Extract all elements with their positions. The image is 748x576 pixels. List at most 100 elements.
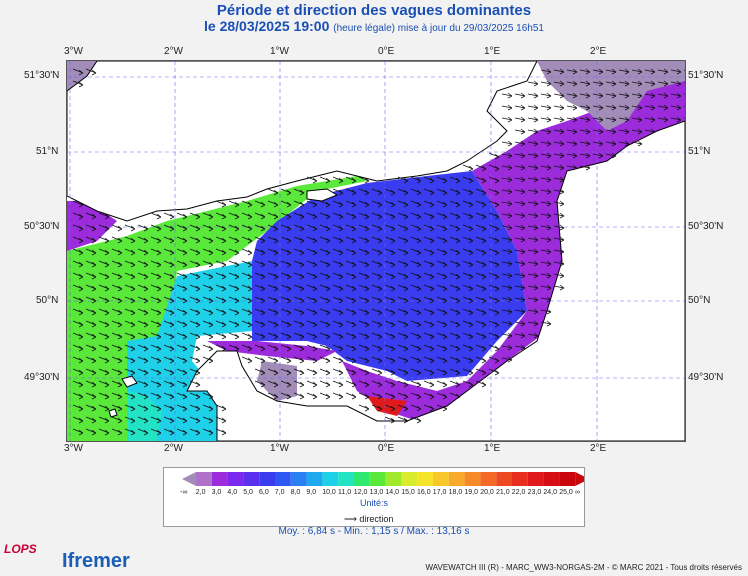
wave-direction-arrow (488, 164, 500, 172)
wave-direction-arrow (384, 212, 396, 220)
wave-direction-arrow (384, 188, 396, 196)
legend-tick-label: 25,0 (559, 489, 573, 496)
wave-direction-arrow (150, 368, 162, 376)
wave-direction-arrow (345, 236, 357, 244)
wave-direction-arrow (124, 368, 136, 376)
wave-direction-arrow (267, 260, 279, 268)
wave-direction-arrow (475, 248, 487, 256)
wave-direction-arrow (527, 260, 539, 267)
wave-direction-arrow (462, 200, 474, 208)
wave-direction-arrow (514, 224, 526, 231)
wave-direction-arrow (540, 272, 552, 279)
wave-direction-arrow (397, 332, 409, 340)
wave-direction-arrow (514, 212, 526, 219)
wave-direction-arrow (514, 104, 526, 111)
wave-direction-arrow (111, 320, 123, 328)
wave-direction-arrow (579, 92, 591, 99)
wave-direction-arrow (202, 344, 214, 352)
wave-direction-arrow (397, 176, 409, 184)
wave-direction-arrow (345, 224, 357, 232)
wave-direction-arrow (137, 308, 149, 316)
wave-direction-arrow (111, 416, 123, 424)
wave-direction-arrow (670, 80, 682, 87)
wave-direction-arrow (462, 260, 474, 268)
wave-direction-arrow (514, 152, 526, 159)
wave-direction-arrow (488, 212, 500, 220)
wave-direction-arrow (371, 272, 383, 280)
wave-direction-arrow (436, 200, 448, 208)
wave-map[interactable] (66, 60, 686, 442)
wave-direction-arrow (306, 308, 318, 316)
legend-tick-label: 23,0 (527, 489, 542, 496)
wave-direction-arrow (371, 356, 383, 364)
wave-direction-arrow (670, 68, 682, 75)
wave-direction-arrow (475, 296, 487, 304)
wave-direction-arrow (124, 224, 136, 232)
wave-direction-arrow (475, 380, 487, 388)
lon-label-top: 1°E (484, 46, 501, 57)
wave-direction-arrow (98, 296, 110, 304)
wave-direction-arrow (605, 140, 617, 147)
wave-direction-arrow (85, 212, 97, 220)
wave-direction-arrow (111, 392, 123, 400)
wave-direction-arrow (436, 224, 448, 232)
legend-tick-label: 14,0 (385, 489, 400, 496)
wave-direction-arrow (436, 320, 448, 328)
wave-direction-arrow (85, 284, 97, 292)
wave-direction-arrow (488, 248, 500, 256)
wave-direction-arrow (592, 152, 604, 159)
wave-direction-arrow (254, 248, 266, 256)
wave-direction-arrow (150, 320, 162, 328)
wave-direction-arrow (501, 140, 513, 147)
wave-direction-arrow (228, 332, 240, 340)
wave-direction-arrow (189, 308, 201, 316)
wave-direction-arrow (410, 416, 422, 424)
wave-direction-arrow (423, 176, 435, 184)
wave-direction-arrow (644, 80, 656, 87)
wave-direction-arrow (319, 176, 331, 184)
wave-direction-arrow (306, 224, 318, 232)
wave-direction-arrow (618, 92, 630, 99)
wave-direction-arrow (345, 344, 357, 352)
wave-direction-arrow (150, 344, 162, 352)
direction-label: direction (359, 514, 394, 524)
wave-direction-arrow (462, 164, 474, 172)
wave-direction-arrow (280, 212, 292, 220)
wave-direction-arrow (267, 368, 279, 376)
wave-direction-arrow (137, 404, 149, 412)
map-subtitle: le 28/03/2025 19:00 (heure légale) mise … (0, 18, 748, 34)
wave-direction-arrow (514, 128, 526, 135)
wave-direction-arrow (436, 344, 448, 352)
wave-direction-arrow (384, 416, 396, 424)
legend-tick-label: 12,0 (353, 489, 368, 496)
wave-direction-arrow (410, 200, 422, 208)
wave-direction-arrow (527, 104, 539, 111)
wave-direction-arrow (241, 308, 253, 316)
wave-direction-arrow (85, 380, 97, 388)
wave-direction-arrow (202, 260, 214, 268)
wave-direction-arrow (124, 308, 136, 316)
wave-direction-arrow (358, 332, 370, 340)
wave-direction-arrow (202, 236, 214, 244)
wave-direction-arrow (397, 344, 409, 352)
wave-direction-arrow (462, 344, 474, 352)
wave-direction-arrow (384, 248, 396, 256)
wave-direction-arrow (436, 236, 448, 244)
wave-direction-arrow (579, 104, 591, 111)
wave-direction-arrow (72, 224, 84, 232)
wave-direction-arrow (176, 272, 188, 280)
wave-direction-arrow (410, 404, 422, 412)
wave-direction-arrow (514, 116, 526, 123)
wave-direction-arrow (137, 284, 149, 292)
wave-direction-arrow (514, 272, 526, 279)
wave-direction-arrow (462, 308, 474, 316)
legend-swatch (417, 472, 433, 486)
wave-direction-arrow (410, 380, 422, 388)
wave-direction-arrow (215, 248, 227, 256)
legend-tick-label: 24,0 (543, 489, 558, 496)
wave-direction-arrow (72, 416, 84, 424)
wave-direction-arrow (605, 104, 617, 111)
legend-tick-label: 21,0 (496, 489, 510, 496)
wave-direction-arrow (423, 188, 435, 196)
wave-direction-arrow (397, 284, 409, 292)
